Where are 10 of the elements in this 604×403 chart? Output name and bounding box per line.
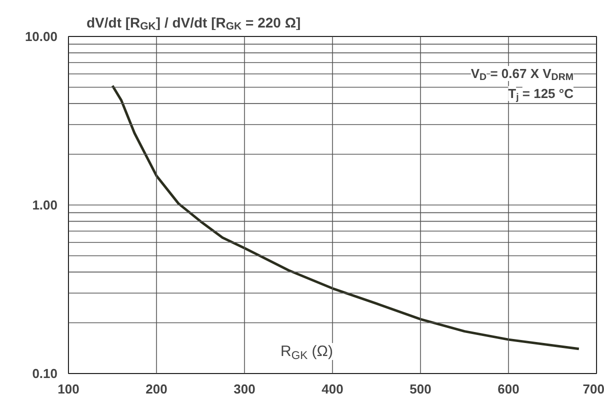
y-tick-label: 10.00 (24, 29, 58, 44)
x-tick-label: 300 (234, 382, 256, 396)
x-tick-label: 500 (410, 382, 432, 396)
y-tick-label: 0.10 (32, 366, 58, 381)
x-tick-label: 700 (582, 382, 604, 396)
x-tick-label: 200 (146, 382, 168, 396)
x-tick-label: 400 (322, 382, 344, 396)
x-tick-label: 100 (58, 382, 80, 396)
x-tick-label: 600 (498, 382, 520, 396)
y-tick-label: 1.00 (32, 198, 58, 212)
